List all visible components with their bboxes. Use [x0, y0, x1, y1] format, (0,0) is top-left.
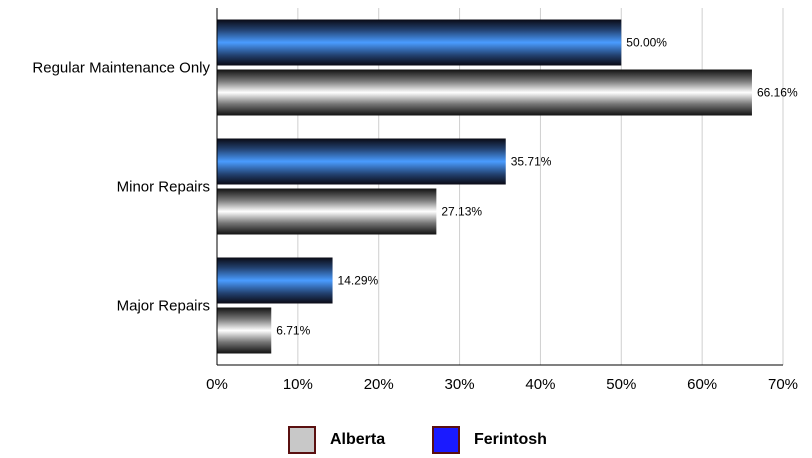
x-tick-label: 70% [768, 376, 798, 393]
bar-ferintosh [217, 257, 333, 304]
x-tick-label: 10% [283, 376, 313, 393]
grid-lines [297, 8, 784, 365]
data-label-ferintosh: 50.00% [626, 36, 667, 50]
x-tick-label: 60% [687, 376, 717, 393]
x-tick-label: 40% [525, 376, 555, 393]
x-tick-label: 0% [206, 376, 228, 393]
legend-swatch-alberta [288, 426, 316, 454]
bar-alberta [217, 188, 437, 235]
x-tick-label: 50% [606, 376, 636, 393]
category-label: Regular Maintenance Only [32, 60, 210, 77]
bar-ferintosh [217, 138, 506, 185]
data-label-ferintosh: 14.29% [338, 274, 379, 288]
data-label-alberta: 66.16% [757, 86, 798, 100]
bars [217, 19, 752, 354]
bar-ferintosh [217, 19, 622, 66]
axes: 0% 10% 20% 30% 40% 50% 60% 70% Regular Maintenan… [32, 8, 798, 393]
legend-item-alberta: Alberta [288, 426, 385, 454]
category-label: Major Repairs [117, 298, 210, 315]
legend-label-alberta: Alberta [330, 431, 386, 448]
data-labels: 50.00% 66.16% 35.71% 27.13% 14.29% 6.71% [276, 36, 798, 338]
data-label-ferintosh: 35.71% [511, 155, 552, 169]
category-label: Minor Repairs [117, 179, 210, 196]
legend-label-ferintosh: Ferintosh [474, 431, 547, 448]
bar-alberta [217, 307, 272, 354]
legend: Alberta Ferintosh [0, 418, 812, 458]
x-tick-label: 20% [364, 376, 394, 393]
legend-item-ferintosh: Ferintosh [432, 426, 547, 454]
data-label-alberta: 6.71% [276, 324, 310, 338]
x-tick-label: 30% [445, 376, 475, 393]
bar-alberta [217, 69, 752, 116]
legend-swatch-ferintosh [432, 426, 460, 454]
data-label-alberta: 27.13% [441, 205, 482, 219]
